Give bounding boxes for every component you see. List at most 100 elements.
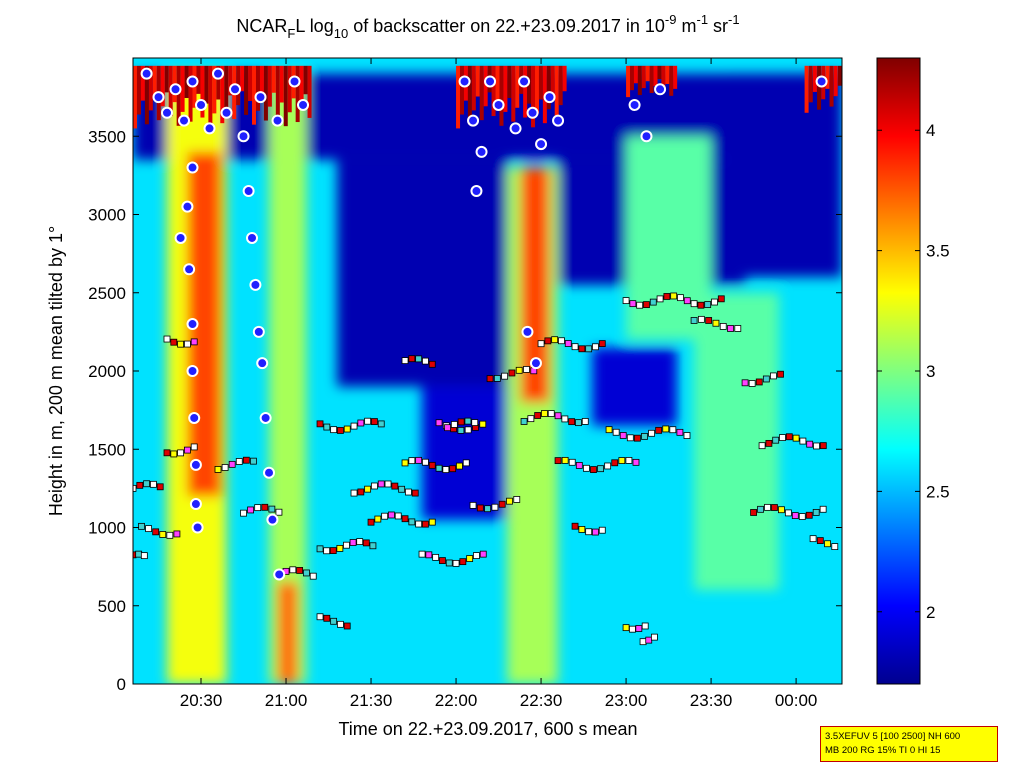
layer-square [771, 504, 778, 511]
colorbar-tick-label: 4 [926, 121, 935, 140]
x-tick-label: 22:00 [435, 691, 478, 710]
x-axis-label: Time on 22.+23.09.2017, 600 s mean [338, 719, 637, 739]
layer-detection-0 [133, 480, 164, 492]
layer-square [527, 415, 535, 423]
layer-square [388, 511, 395, 519]
cloud-column [503, 65, 508, 112]
y-tick-label: 0 [117, 675, 126, 694]
cloud-column [808, 65, 813, 103]
cloud-column [550, 65, 555, 96]
layer-square [612, 428, 620, 436]
layer-square [329, 547, 337, 554]
layer-square [221, 464, 229, 471]
y-tick-label: 3500 [88, 127, 126, 146]
cloud-base-circle [492, 98, 505, 111]
cloud-column [833, 65, 838, 97]
layer-square [770, 372, 777, 380]
cloud-column [133, 65, 137, 129]
layer-detection-10 [316, 538, 377, 555]
layer-square [159, 531, 167, 538]
layer-square [411, 489, 419, 497]
cloud-base-circle [252, 325, 265, 338]
layer-square [491, 503, 499, 511]
layer-square [493, 375, 501, 382]
cloud-base-circle [509, 122, 522, 135]
layer-square [261, 503, 269, 511]
layer-detection-19 [537, 336, 606, 353]
cloud-column [499, 65, 504, 126]
layer-square [523, 366, 530, 373]
layer-square [449, 465, 457, 473]
layer-square [456, 462, 463, 470]
layer-square [364, 485, 372, 493]
cloud-base-circle [189, 458, 202, 471]
colorbar-tick-label: 2.5 [926, 482, 950, 501]
layer-square [809, 535, 817, 543]
cloud-base-circle [254, 91, 267, 104]
layer-square [561, 456, 569, 464]
layer-square [343, 541, 350, 549]
layer-square [554, 457, 562, 465]
layer-square [711, 298, 718, 306]
layer-square [435, 419, 443, 427]
layer-square [391, 482, 399, 490]
layer-square [629, 300, 637, 308]
cloud-column [248, 65, 253, 102]
layer-square [734, 325, 742, 332]
cloud-base-circle [237, 130, 250, 143]
layer-square [377, 420, 385, 428]
layer-square [561, 415, 569, 423]
cloud-column [629, 65, 634, 91]
layer-square [641, 432, 648, 440]
layer-square [377, 480, 385, 488]
layer-square [371, 482, 378, 490]
layer-square [184, 446, 191, 454]
cloud-column [188, 65, 193, 122]
layer-square [772, 436, 780, 444]
cloud-base-circle [654, 83, 667, 96]
cloud-column [825, 65, 830, 89]
layer-square [337, 427, 344, 434]
cloud-column [148, 65, 153, 111]
layer-square [459, 558, 467, 566]
layer-square [571, 522, 579, 530]
cloud-column [673, 65, 678, 89]
layer-square [558, 337, 565, 345]
layer-detection-27 [809, 535, 839, 551]
layer-square [350, 422, 358, 430]
layer-square [598, 340, 606, 348]
cloud-column [303, 65, 308, 95]
layer-square [471, 419, 479, 426]
layer-square [408, 518, 416, 526]
colorbar-tick-label: 3.5 [926, 242, 950, 261]
layer-square [371, 418, 378, 425]
cloud-column [240, 65, 245, 92]
x-tick-label: 20:30 [180, 691, 223, 710]
cloud-column [669, 65, 674, 96]
cloud-base-circle [203, 122, 216, 135]
cloud-column [657, 65, 662, 80]
aerosol-plume-2 [269, 73, 307, 684]
layer-square [571, 343, 579, 351]
layer-square [170, 450, 178, 458]
layer-square [792, 434, 800, 442]
layer-square [374, 515, 382, 523]
cloud-base-circle [518, 75, 531, 88]
cloud-base-circle [186, 365, 199, 377]
cloud-base-circle [152, 91, 165, 104]
layer-square [690, 300, 698, 308]
layer-square [343, 622, 351, 630]
cloud-column [491, 65, 496, 117]
layer-detection-29 [622, 622, 649, 633]
cloud-column [212, 65, 217, 114]
layer-square [486, 375, 494, 383]
layer-square [705, 317, 713, 324]
layer-square [501, 372, 509, 380]
layer-square [651, 633, 658, 641]
layer-square [469, 501, 477, 509]
cloud-column [633, 65, 638, 84]
layer-square [462, 459, 470, 467]
cloud-base-circle [174, 231, 187, 244]
layer-square [362, 539, 370, 547]
layer-square [513, 496, 521, 503]
